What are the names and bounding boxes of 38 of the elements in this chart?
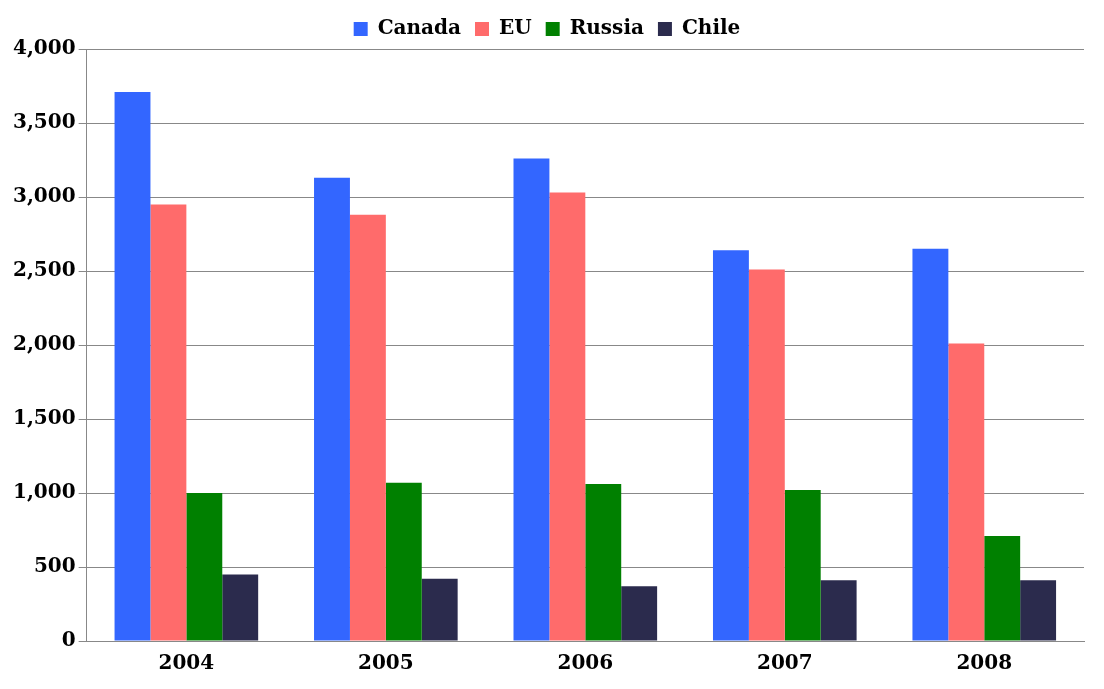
bar [748, 269, 785, 641]
y-tick-label: 500 [33, 553, 76, 578]
x-tick-label: 2005 [358, 650, 414, 675]
bar [513, 158, 550, 641]
y-tick-label: 3,000 [12, 183, 76, 208]
y-tick-label: 1,500 [12, 405, 76, 430]
bar [984, 535, 1021, 641]
bar [784, 490, 821, 641]
bar [349, 214, 386, 641]
legend-label: Chile [681, 15, 741, 40]
y-tick-label: 2,000 [12, 331, 76, 356]
bar [186, 493, 223, 641]
bar [948, 343, 985, 641]
bar [114, 91, 151, 641]
bar [150, 204, 187, 641]
y-tick-label: 1,000 [12, 479, 76, 504]
bar [912, 248, 949, 641]
bar [712, 250, 749, 641]
x-tick-label: 2006 [557, 650, 614, 675]
bar [421, 578, 458, 641]
x-tick-label: 2004 [158, 650, 215, 675]
y-tick-label: 2,500 [12, 257, 76, 282]
y-tick-label: 0 [61, 627, 76, 652]
bar [385, 482, 422, 641]
bar [549, 192, 586, 641]
x-tick-label: 2007 [756, 650, 813, 675]
y-tick-label: 4,000 [12, 35, 76, 60]
legend-label: EU [499, 15, 532, 40]
bar [621, 586, 658, 641]
bar [314, 177, 350, 641]
bar [820, 580, 857, 641]
bar [585, 484, 622, 641]
y-tick-label: 3,500 [12, 109, 76, 134]
bar [222, 574, 259, 641]
x-tick-label: 2008 [956, 650, 1013, 675]
legend-label: Canada [377, 15, 462, 40]
legend-label: Russia [569, 15, 644, 40]
bar [1020, 580, 1057, 641]
